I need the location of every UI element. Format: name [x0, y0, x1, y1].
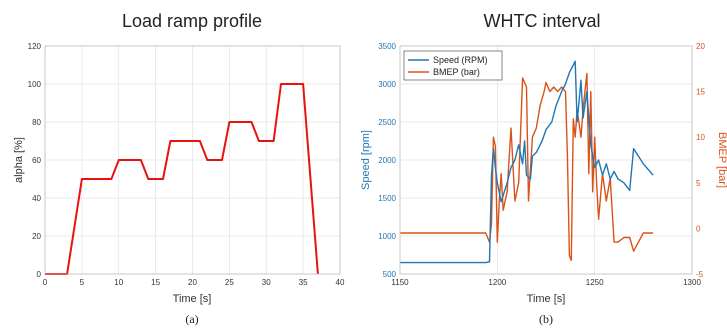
chart-a-panel-label: (a)	[185, 312, 198, 326]
chart-b-ytick-left-label: 2500	[378, 118, 396, 127]
chart-a-ytick-label: 80	[32, 118, 41, 127]
chart-b-ytick-left-label: 500	[383, 270, 397, 279]
chart-b-legend: Speed (RPM) BMEP (bar)	[403, 50, 503, 81]
chart-a-ytick-label: 20	[32, 232, 41, 241]
chart-b-ylabel-right: BMEP [bar]	[716, 132, 727, 188]
chart-b-xlabel: Time [s]	[527, 293, 566, 305]
chart-b-xtick-label: 1200	[488, 278, 506, 287]
chart-b-panel-label: (b)	[539, 312, 553, 326]
chart-b-ytick-right-label: 15	[696, 88, 705, 97]
chart-a-xtick-label: 15	[151, 278, 160, 287]
legend-label-speed: Speed (RPM)	[433, 55, 488, 65]
chart-a-xtick-label: 10	[114, 278, 123, 287]
chart-b-speed-line	[400, 60, 654, 264]
chart-b-ytick-right-label: 10	[696, 133, 705, 142]
chart-b-ytick-right-label: 20	[696, 42, 705, 51]
chart-b-ytick-left-label: 2000	[378, 156, 396, 165]
chart-b-title: WHTC interval	[483, 11, 600, 31]
chart-a-xlabel: Time [s]	[173, 293, 212, 305]
chart-b-ytick-right-label: -5	[696, 270, 704, 279]
chart-b-xtick-label: 1250	[586, 278, 604, 287]
chart-b-ytick-left-label: 3500	[378, 42, 396, 51]
chart-a-xtick-label: 5	[80, 278, 85, 287]
chart-b-xtick-label: 1150	[391, 278, 409, 287]
chart-b-ylabel-left: Speed [rpm]	[360, 130, 372, 190]
chart-a-xtick-label: 25	[225, 278, 234, 287]
chart-a-ytick-label: 40	[32, 194, 41, 203]
chart-a-xtick-label: 35	[299, 278, 308, 287]
chart-b-ytick-left-label: 1000	[378, 232, 396, 241]
chart-a-xtick-label: 0	[43, 278, 48, 287]
chart-a-xtick-label: 20	[188, 278, 197, 287]
chart-b-ytick-left-label: 1500	[378, 194, 396, 203]
chart-b-xtick-label: 1300	[683, 278, 701, 287]
chart-a-title: Load ramp profile	[122, 11, 262, 31]
chart-a-ytick-label: 120	[28, 42, 42, 51]
chart-b: WHTC interval 1150 1200 1250 13005001000150…	[360, 11, 727, 326]
chart-b-ytick-left-label: 3000	[378, 80, 396, 89]
chart-a-ytick-label: 100	[28, 80, 42, 89]
chart-a-xtick-label: 40	[336, 278, 345, 287]
chart-b-legend-box	[403, 50, 503, 81]
chart-a-series-line	[45, 83, 319, 275]
chart-a-ytick-label: 60	[32, 156, 41, 165]
chart-b-frame	[399, 45, 693, 275]
chart-a-frame	[44, 45, 341, 275]
chart-a-xtick-label: 30	[262, 278, 271, 287]
chart-b-ytick-right-label: 0	[696, 224, 701, 233]
chart-b-ytick-right-label: 5	[696, 179, 701, 188]
chart-a-ylabel: alpha [%]	[13, 137, 25, 183]
chart-a-ytick-label: 0	[37, 270, 42, 279]
chart-b-tick-labels: 1150 1200 1250 1300 500 1000 1500 2000 2500 3000 3…	[378, 42, 705, 287]
chart-a: Load ramp profile 0 5 10 15 20 25 30 35 40 0 20 40 6…	[13, 11, 345, 326]
legend-label-bmep: BMEP (bar)	[433, 67, 480, 77]
chart-a-tick-labels: 0 5 10 15 20 25 30 35 40 0 20 40 60 80 100 120	[28, 42, 345, 287]
